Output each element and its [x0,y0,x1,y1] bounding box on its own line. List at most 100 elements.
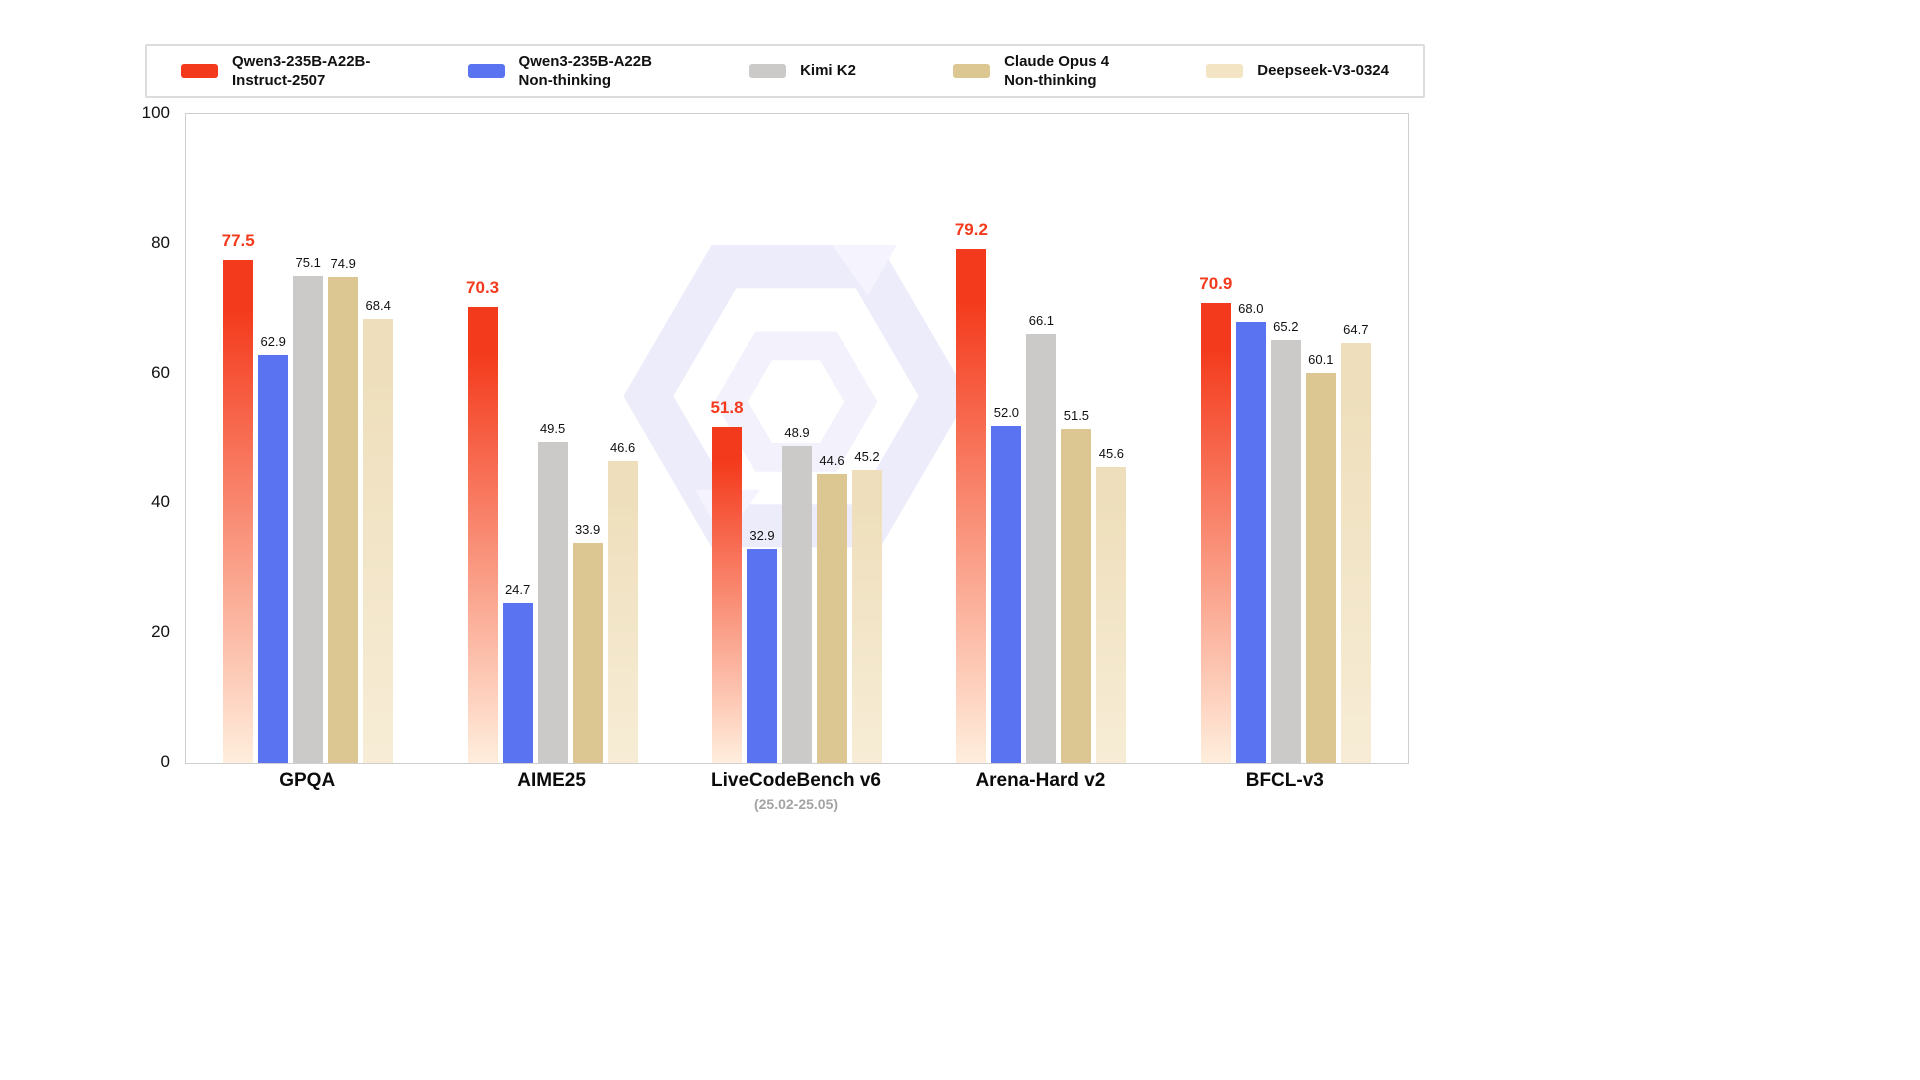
bar: 60.1 [1305,352,1336,763]
legend-label: Qwen3-235B-A22B Non-thinking [518,52,652,90]
y-axis-labels: 0 20 40 60 80 100 [120,103,170,771]
bar-groups: 77.5 62.9 75.1 74.9 68.4 70.3 24.7 49.5 33.9 46.6… [186,114,1408,763]
bar-column: 68.0 [1235,114,1266,763]
bar: 32.9 [747,528,777,763]
bar-value-label: 74.9 [330,255,356,271]
legend-item-1: Qwen3-235B-A22B Non-thinking [467,52,652,91]
bar-value-label: 51.5 [1063,407,1090,423]
bar-group: 77.5 62.9 75.1 74.9 68.4 [222,114,394,763]
bar-value-label: 68.4 [365,298,391,314]
x-axis-label-text: GPQA [279,770,336,791]
bar-value-label: 64.7 [1343,322,1369,338]
bar-value-label: 70.3 [466,277,500,297]
x-axis-label-text: BFCL-v3 [1245,770,1324,791]
bar-column: 33.9 [572,114,603,763]
x-axis-label: GPQA [279,770,335,792]
bar-value-label: 48.9 [784,424,810,440]
bar-column: 75.1 [293,114,324,763]
legend-item-2: Kimi K2 [749,61,856,81]
bar-column: 62.9 [258,114,289,763]
bar-group: 70.9 68.0 65.2 60.1 64.7 [1199,114,1371,763]
bar: 75.1 [293,255,324,763]
bar-column: 48.9 [782,114,812,763]
y-tick-label: 100 [141,103,170,122]
bar-column: 70.9 [1199,114,1233,763]
bar: 33.9 [572,522,603,763]
bar: 64.7 [1340,322,1371,763]
bar: 51.5 [1061,408,1092,763]
bar: 45.6 [1096,446,1127,763]
bar-column: 49.5 [537,114,568,763]
x-axis-label-text: Arena-Hard v2 [975,770,1106,791]
x-axis-label: LiveCodeBench v6 (25.02-25.05) [711,770,881,812]
bar-value-label: 45.6 [1098,446,1125,462]
bar-value-label: 77.5 [221,231,255,251]
bar-column: 66.1 [1026,114,1057,763]
bar: 68.0 [1235,301,1266,763]
y-tick-label: 40 [151,492,170,512]
x-axis-labels: GPQA AIME25 LiveCodeBench v6 (25.02-25.05) A… [185,770,1407,840]
bar-value-label: 46.6 [609,439,636,455]
legend-item-0: Qwen3-235B-A22B- Instruct-2507 [181,52,370,91]
bar-column: 77.5 [222,114,255,763]
bar-column: 51.8 [710,114,744,763]
bar-value-label: 70.9 [1199,273,1233,293]
bar-value-label: 24.7 [504,581,531,597]
bar: 65.2 [1270,319,1301,763]
x-axis-label: Arena-Hard v2 [975,770,1105,792]
bar: 70.3 [466,278,499,763]
legend-label: Deepseek-V3-0324 [1257,62,1389,80]
bar: 62.9 [258,334,289,763]
y-tick-label: 80 [151,232,170,252]
bar-column: 24.7 [502,114,533,763]
bar-column: 79.2 [955,114,988,763]
chart-legend: Qwen3-235B-A22B- Instruct-2507 Qwen3-235B… [145,44,1425,98]
bar-column: 44.6 [817,114,847,763]
bar-column: 45.2 [852,114,882,763]
bar-value-label: 66.1 [1028,313,1055,329]
x-axis-label-text: AIME25 [517,770,586,791]
legend-label: Qwen3-235B-A22B- Instruct-2507 [232,52,371,90]
bar-column: 52.0 [991,114,1022,763]
legend-swatch [467,64,505,78]
bar: 79.2 [955,220,988,763]
bar: 66.1 [1026,313,1057,763]
x-axis-sublabel: (25.02-25.05) [753,796,839,812]
bar: 24.7 [502,582,533,763]
legend-swatch [1206,64,1244,78]
bar: 77.5 [222,231,255,763]
bar-value-label: 49.5 [539,420,566,436]
bar-column: 32.9 [747,114,777,763]
bar: 74.9 [328,256,359,763]
bar: 51.8 [710,398,744,763]
bar: 49.5 [537,421,568,763]
bar-column: 68.4 [363,114,394,763]
bar-value-label: 79.2 [954,220,988,239]
bar: 46.6 [607,440,638,763]
bar: 45.2 [852,449,882,763]
x-axis-label: AIME25 [517,770,586,792]
bar: 68.4 [363,298,394,763]
bar-group: 79.2 52.0 66.1 51.5 45.6 [955,114,1127,763]
bar: 48.9 [782,425,812,763]
bar-value-label: 68.0 [1238,300,1264,316]
y-tick-label: 60 [151,362,170,382]
bar-value-label: 60.1 [1308,351,1334,367]
bar-column: 46.6 [607,114,638,763]
y-tick-label: 20 [151,622,170,642]
bar-column: 60.1 [1305,114,1336,763]
bar-value-label: 45.2 [854,448,880,464]
bar-value-label: 52.0 [993,404,1020,420]
x-axis-label-text: LiveCodeBench v6 [711,770,881,791]
legend-label: Kimi K2 [800,62,856,80]
legend-item-3: Claude Opus 4 Non-thinking [953,52,1109,91]
bar: 52.0 [991,405,1022,763]
bar-group: 70.3 24.7 49.5 33.9 46.6 [466,114,638,763]
bar-column: 51.5 [1061,114,1092,763]
legend-item-4: Deepseek-V3-0324 [1206,61,1389,81]
bar-value-label: 32.9 [749,528,775,544]
bar-column: 70.3 [466,114,499,763]
bar-value-label: 65.2 [1273,318,1299,334]
bar-column: 45.6 [1096,114,1127,763]
